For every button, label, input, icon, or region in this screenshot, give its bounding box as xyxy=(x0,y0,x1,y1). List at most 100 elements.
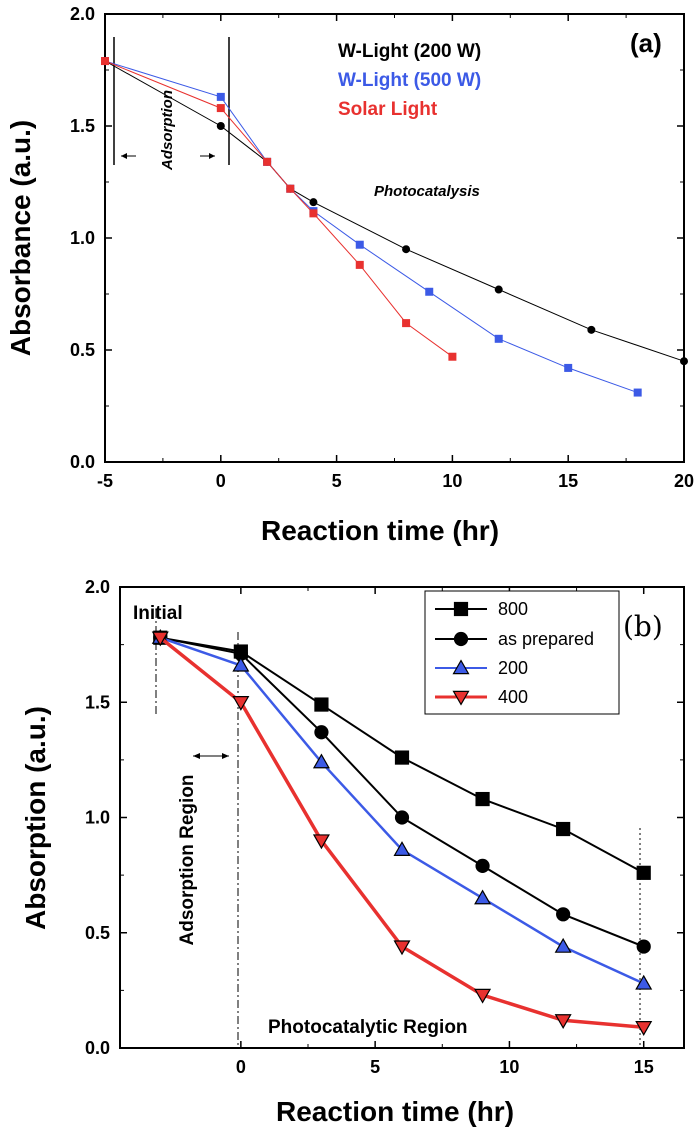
series-line-w-light-500-w xyxy=(104,60,638,394)
ticks-b: 0.0 0.5 1.0 1.5 2.0 0 5 10 15 xyxy=(85,577,684,1077)
data-point xyxy=(393,940,411,956)
data-point xyxy=(232,696,250,711)
x-tick-label: 10 xyxy=(442,471,462,491)
y-axis-label-a: Absorbance (a.u.) xyxy=(5,120,36,356)
legend-b-800: 800 xyxy=(498,599,528,619)
legend-b-as-prepared: as prepared xyxy=(498,629,594,649)
data-point xyxy=(355,240,364,249)
data-point xyxy=(475,791,490,807)
legend-a: W-Light (200 W) W-Light (500 W) Solar Li… xyxy=(338,41,481,120)
panel-label-b: (b) xyxy=(623,610,663,643)
panel-label-a: (a) xyxy=(630,28,662,58)
data-point xyxy=(475,858,490,874)
x-tick-label: -5 xyxy=(97,471,113,491)
annotation-initial: Initial xyxy=(133,603,183,624)
data-point xyxy=(263,157,272,166)
data-point xyxy=(394,750,410,765)
data-point xyxy=(556,907,571,922)
data-point xyxy=(636,939,651,954)
ticks-a: 0.0 0.5 1.0 1.5 2.0 -5 0 5 10 15 20 xyxy=(70,4,694,491)
data-point xyxy=(448,352,457,361)
adsorption-arrow-right-head xyxy=(209,153,215,159)
x-tick-label: 5 xyxy=(332,471,342,491)
legend-b-marks xyxy=(435,601,487,706)
legend-marker-as-prepared xyxy=(453,631,469,647)
data-point xyxy=(216,104,225,113)
annotation-photocatalysis: Photocatalysis xyxy=(374,183,480,200)
y-tick-label: 0.0 xyxy=(85,1038,110,1058)
y-tick-label: 1.0 xyxy=(70,228,95,248)
legend-a-w-light-200: W-Light (200 W) xyxy=(338,41,481,62)
legend-b-400: 400 xyxy=(498,687,528,707)
x-tick-label: 0 xyxy=(216,471,226,491)
data-point xyxy=(216,92,225,101)
data-point xyxy=(402,245,411,254)
data-point xyxy=(587,325,596,334)
data-point xyxy=(216,122,225,130)
legend-b: 800 as prepared 200 400 xyxy=(424,590,620,715)
annotation-adsorption-region: Adsorption Region xyxy=(177,775,198,946)
data-point xyxy=(494,334,503,343)
adsorption-arrow-left-head xyxy=(121,153,127,159)
y-tick-label: 0.5 xyxy=(85,923,110,943)
data-point xyxy=(425,287,434,296)
annotations-b: Initial Adsorption Region Photocatalytic… xyxy=(133,603,641,1048)
data-point xyxy=(402,319,411,328)
data-point xyxy=(309,209,318,218)
data-point xyxy=(312,834,330,850)
adsorption-arrow-b-left-head xyxy=(193,753,200,759)
legend-a-w-light-500: W-Light (500 W) xyxy=(338,70,481,91)
series-b xyxy=(151,629,653,1036)
series-line-solar-light xyxy=(104,60,453,358)
data-point xyxy=(494,285,503,294)
data-point xyxy=(554,937,572,953)
data-point xyxy=(355,260,364,269)
data-point xyxy=(556,821,571,837)
data-point xyxy=(312,753,330,769)
x-tick-label: 15 xyxy=(634,1057,654,1077)
legend-marker-800 xyxy=(453,601,469,617)
y-tick-label: 2.0 xyxy=(70,4,95,24)
adsorption-arrow-b-right-head xyxy=(222,753,229,759)
legend-marker-400 xyxy=(452,690,470,706)
legend-marker-200 xyxy=(452,659,470,675)
x-tick-label: 15 xyxy=(558,471,578,491)
x-tick-label: 5 xyxy=(370,1057,380,1077)
x-axis-label-b: Reaction time (hr) xyxy=(276,1096,514,1127)
data-point xyxy=(564,363,573,372)
data-point xyxy=(314,697,329,712)
data-point xyxy=(474,988,492,1004)
data-point xyxy=(394,810,410,825)
data-point xyxy=(314,725,329,740)
legend-a-solar-light: Solar Light xyxy=(338,99,438,120)
y-tick-label: 1.0 xyxy=(85,808,110,828)
annotation-photocatalytic-region: Photocatalytic Region xyxy=(268,1017,468,1038)
series-a xyxy=(101,57,688,397)
y-tick-label: 1.5 xyxy=(70,116,95,136)
data-point xyxy=(474,889,492,905)
data-point xyxy=(151,631,169,647)
legend-b-200: 200 xyxy=(498,658,528,678)
series-solar-light xyxy=(101,57,457,361)
annotations-a: Adsorption Photocatalysis xyxy=(113,37,480,200)
y-axis-label-b: Absorption (a.u.) xyxy=(20,706,51,930)
data-point xyxy=(232,656,250,672)
x-axis-label-a: Reaction time (hr) xyxy=(261,515,499,546)
y-tick-label: 0.5 xyxy=(70,340,95,360)
data-point xyxy=(635,974,653,990)
series-200 xyxy=(151,629,653,990)
chart-panel-b: 0.0 0.5 1.0 1.5 2.0 0 5 10 15 Initial Adsorption… xyxy=(20,577,685,1127)
x-tick-label: 0 xyxy=(236,1057,246,1077)
series-400 xyxy=(151,631,653,1036)
data-point xyxy=(680,357,688,366)
y-tick-label: 2.0 xyxy=(85,577,110,597)
x-tick-label: 20 xyxy=(674,471,694,491)
data-point xyxy=(309,198,318,207)
data-point xyxy=(101,57,109,66)
y-tick-label: 1.5 xyxy=(85,692,110,712)
data-point xyxy=(633,388,642,397)
data-point xyxy=(393,841,411,856)
data-point xyxy=(554,1014,572,1030)
data-point xyxy=(636,865,651,880)
